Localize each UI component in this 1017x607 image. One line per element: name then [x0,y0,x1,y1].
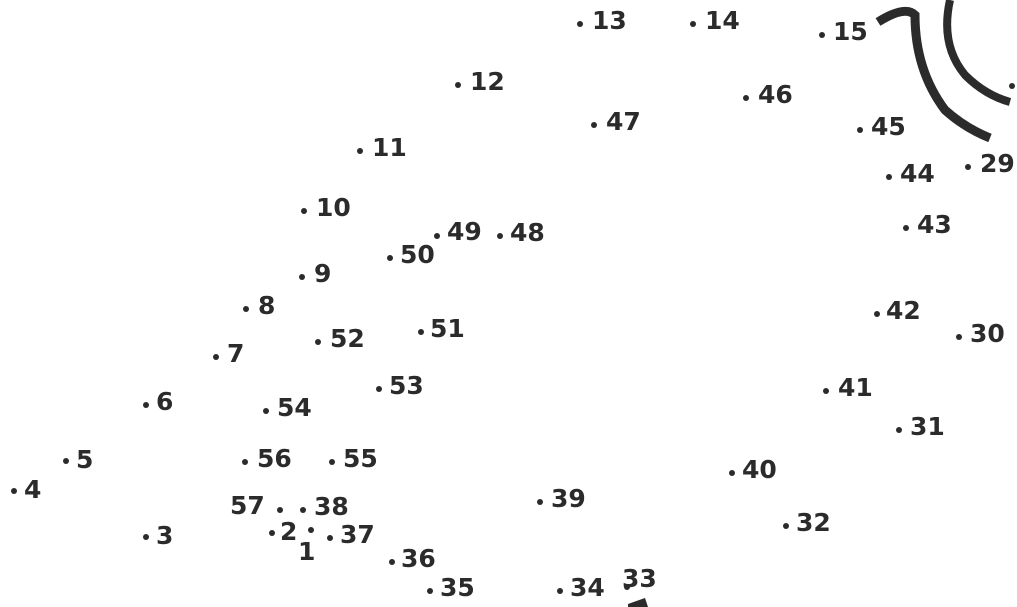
dot-label: 3 [156,521,173,550]
dot [896,427,902,433]
dot-label: 40 [742,455,777,484]
dot [497,233,503,239]
dot-label: 8 [258,291,275,320]
dot [329,459,335,465]
outline-stroke [628,598,648,607]
dot-label: 52 [330,324,365,353]
dot-label: 11 [372,133,407,162]
dot-label: 38 [314,492,349,521]
dot [357,148,363,154]
dot [455,82,461,88]
dot [315,339,321,345]
dot-label: 14 [705,6,740,35]
dot-label: 57 [230,491,265,520]
dot [63,458,69,464]
dot-label: 35 [440,573,475,602]
dot-label: 55 [343,444,378,473]
dot-label: 1 [298,537,315,566]
dot-label: 44 [900,159,935,188]
dot [823,388,829,394]
dot-label: 41 [838,373,873,402]
dot-label: 4 [24,475,41,504]
dot-label: 53 [389,371,424,400]
dot [591,122,597,128]
dot-label: 51 [430,314,465,343]
dot [243,306,249,312]
dot [143,534,149,540]
dot-label: 30 [970,319,1005,348]
dot-label: 48 [510,218,545,247]
dot-label: 39 [551,484,586,513]
dot-label: 7 [227,339,244,368]
dot [965,164,971,170]
dot-label: 43 [917,210,952,239]
dot [690,21,696,27]
dot-label: 6 [156,387,173,416]
dot [387,255,393,261]
outline-stroke [943,0,1012,106]
dot [537,499,543,505]
dot [277,507,283,513]
dot-label: 36 [401,544,436,573]
dot [624,584,630,590]
dot [213,354,219,360]
dot-label: 34 [570,573,605,602]
dot-label: 56 [257,444,292,473]
dot [729,470,735,476]
dot-label: 31 [910,412,945,441]
dot [903,225,909,231]
dot [300,507,306,513]
dot-label: 12 [470,67,505,96]
dot [143,402,149,408]
dot [299,274,305,280]
dot [327,535,333,541]
dot [783,523,789,529]
dot [269,530,275,536]
dot-label: 15 [833,17,868,46]
dot-label: 13 [592,6,627,35]
dot [242,459,248,465]
dot [434,233,440,239]
dot-label: 54 [277,393,312,422]
dot [886,174,892,180]
dot [263,408,269,414]
dot-label: 42 [886,296,921,325]
dot [11,488,17,494]
dot-label: 33 [622,564,657,593]
dot [376,386,382,392]
dot [427,588,433,594]
dot [874,311,880,317]
dot-label: 37 [340,520,375,549]
dot [1009,83,1015,89]
outline-stroke [875,6,992,143]
dot-label: 29 [980,149,1015,178]
dot-label: 5 [76,445,93,474]
dot [418,329,424,335]
dot-label: 49 [447,217,482,246]
dot [308,527,314,533]
dot-label: 47 [606,107,641,136]
dot-label: 9 [314,259,331,288]
dot [577,21,583,27]
dot [857,127,863,133]
dot-label: 50 [400,240,435,269]
dot [389,559,395,565]
dot-label: 10 [316,193,351,222]
dot [956,334,962,340]
dot [557,588,563,594]
dot-label: 2 [280,517,297,546]
dot [301,208,307,214]
dot-label: 46 [758,80,793,109]
dot [743,95,749,101]
dot-label: 45 [871,112,906,141]
dot-label: 32 [796,508,831,537]
dot [819,32,825,38]
